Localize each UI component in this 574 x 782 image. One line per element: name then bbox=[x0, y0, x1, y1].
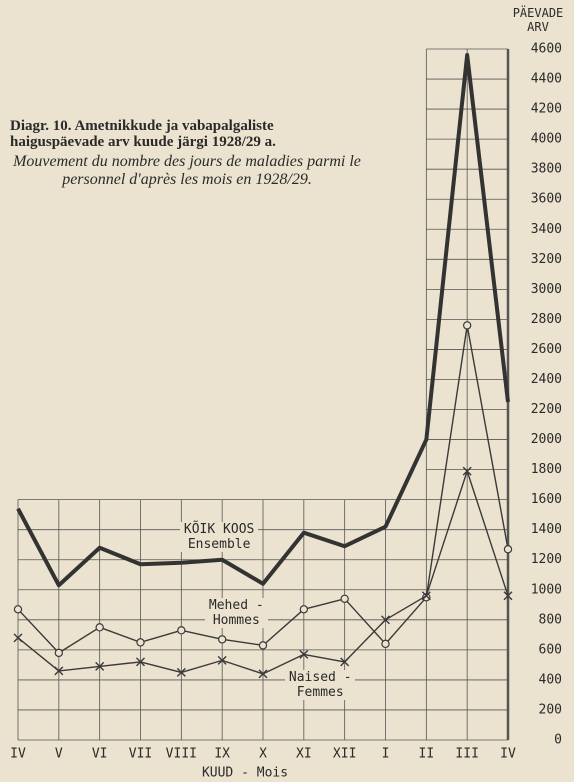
point-marker bbox=[340, 657, 350, 667]
x-tick-label: IV bbox=[10, 747, 26, 762]
point-marker bbox=[299, 605, 309, 614]
point-marker bbox=[95, 661, 105, 671]
series-label: Naised - Femmes bbox=[285, 670, 356, 700]
y-tick-label: 4000 bbox=[531, 132, 562, 147]
y-tick-label: 2800 bbox=[531, 312, 562, 327]
point-marker bbox=[13, 605, 23, 614]
x-tick-label: V bbox=[55, 747, 63, 762]
y-tick-label: 1200 bbox=[531, 552, 562, 567]
point-marker bbox=[176, 667, 186, 677]
point-marker bbox=[136, 638, 145, 647]
x-tick-label: XI bbox=[296, 747, 312, 762]
point-marker bbox=[258, 669, 268, 679]
point-marker bbox=[503, 545, 513, 554]
point-marker bbox=[136, 657, 145, 667]
y-axis-label: PÄEVADE ARV bbox=[512, 6, 564, 34]
y-tick-label: 4400 bbox=[531, 72, 562, 87]
point-marker bbox=[54, 648, 64, 658]
point-marker bbox=[421, 591, 431, 601]
y-tick-label: 1600 bbox=[531, 492, 562, 507]
point-marker bbox=[462, 466, 472, 476]
x-tick-label: II bbox=[419, 747, 435, 762]
y-tick-label: 200 bbox=[539, 702, 562, 717]
chart-subtitle: Mouvement du nombre des jours de maladie… bbox=[13, 153, 361, 188]
y-tick-label: 3200 bbox=[531, 252, 562, 267]
y-tick-label: 1000 bbox=[531, 582, 562, 597]
point-marker bbox=[54, 666, 64, 676]
y-tick-label: 800 bbox=[539, 612, 562, 627]
y-tick-label: 2400 bbox=[531, 372, 562, 387]
point-marker bbox=[299, 649, 309, 659]
point-marker bbox=[381, 639, 390, 649]
point-marker bbox=[217, 635, 227, 644]
point-marker bbox=[258, 641, 268, 650]
x-tick-label: VII bbox=[129, 747, 152, 762]
y-tick-label: 4200 bbox=[531, 102, 562, 117]
y-tick-label: 600 bbox=[539, 642, 562, 657]
point-marker bbox=[503, 591, 513, 601]
series-label: Mehed - Hommes bbox=[205, 598, 268, 628]
series-line bbox=[16, 53, 510, 588]
x-tick-label: XII bbox=[333, 747, 356, 762]
y-tick-label: 2600 bbox=[531, 342, 562, 357]
y-tick-label: 3600 bbox=[531, 192, 562, 207]
y-tick-label: 2200 bbox=[531, 402, 562, 417]
series-label: KÕIK KOOS Ensemble bbox=[180, 522, 259, 552]
x-tick-label: X bbox=[259, 747, 267, 762]
point-marker bbox=[381, 615, 390, 625]
point-marker bbox=[462, 321, 472, 330]
y-tick-label: 4600 bbox=[531, 42, 562, 57]
point-marker bbox=[340, 594, 349, 603]
x-tick-label: IV bbox=[500, 747, 516, 762]
y-tick-label: 2000 bbox=[531, 432, 562, 447]
x-tick-label: I bbox=[382, 747, 390, 762]
point-marker bbox=[13, 633, 23, 643]
y-tick-label: 0 bbox=[554, 733, 562, 748]
x-axis-label: KUUD - Mois bbox=[202, 766, 288, 781]
x-tick-label: VI bbox=[92, 747, 108, 762]
y-tick-label: 3800 bbox=[531, 162, 562, 177]
point-marker bbox=[217, 655, 227, 665]
point-marker bbox=[95, 623, 104, 632]
y-tick-label: 400 bbox=[539, 672, 562, 687]
x-tick-label: IX bbox=[214, 747, 230, 762]
chart-title: Diagr. 10. Ametnikkude ja vabapalgaliste… bbox=[10, 118, 276, 150]
y-tick-label: 1800 bbox=[531, 462, 562, 477]
y-tick-label: 1400 bbox=[531, 522, 562, 537]
x-tick-label: III bbox=[455, 747, 478, 762]
y-tick-label: 3000 bbox=[531, 282, 562, 297]
point-marker bbox=[177, 626, 186, 635]
x-tick-label: VIII bbox=[166, 747, 197, 762]
y-tick-label: 3400 bbox=[531, 222, 562, 237]
